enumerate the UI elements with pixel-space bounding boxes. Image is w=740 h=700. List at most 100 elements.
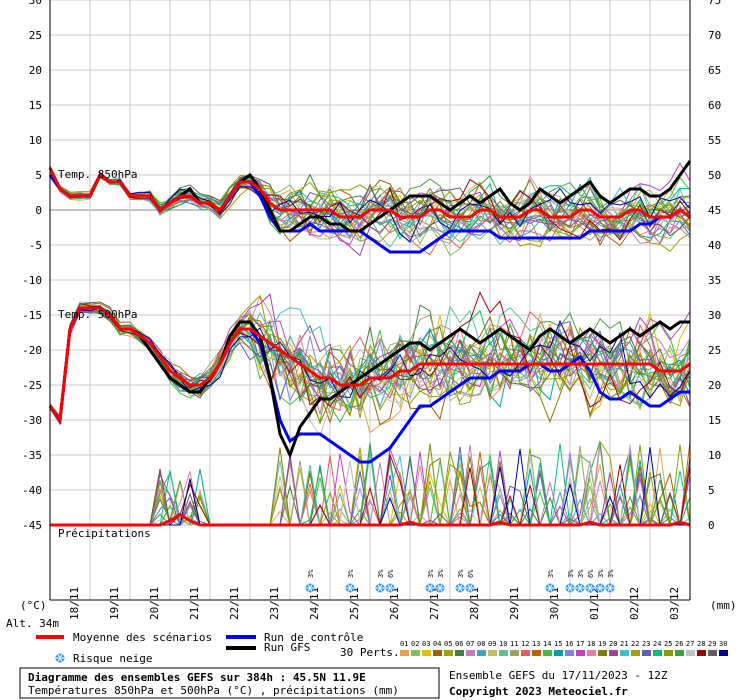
footer-title-box (19, 667, 440, 699)
snow-risk-pct: 3% (567, 569, 575, 578)
perturbation-id: 17 (576, 640, 584, 648)
perturbation-id: 28 (697, 640, 705, 648)
perturbation-id: 04 (433, 640, 441, 648)
section-label-precip: Précipitations (58, 527, 151, 540)
perturbation-id: 30 (719, 640, 727, 648)
snow-risk-pct: 6% (467, 569, 475, 578)
perturbation-precip-line (50, 441, 691, 526)
snow-risk-pct: 3% (437, 569, 445, 578)
right-tick-label: 15 (708, 414, 721, 427)
left-tick-label: -20 (22, 344, 42, 357)
snow-risk-icon (595, 583, 605, 593)
snow-risk-icon (435, 583, 445, 593)
x-tick-label: 23/11 (268, 587, 281, 620)
perturbation-swatch (587, 650, 596, 656)
snow-risk-pct: 3% (377, 569, 385, 578)
perturbation-id: 01 (400, 640, 408, 648)
left-tick-label: -5 (29, 239, 42, 252)
perturbation-swatch (653, 650, 662, 656)
legend-snow-icon (55, 653, 65, 663)
perturbation-id: 27 (686, 640, 694, 648)
perturbation-swatch (499, 650, 508, 656)
legend-snow-label: Risque neige (73, 652, 152, 665)
perturbation-id: 03 (422, 640, 430, 648)
snow-risk-icon (375, 583, 385, 593)
left-tick-label: 25 (29, 29, 42, 42)
x-tick-label: 18/11 (68, 587, 81, 620)
left-tick-label: -35 (22, 449, 42, 462)
perturbation-id: 12 (521, 640, 529, 648)
left-tick-label: -40 (22, 484, 42, 497)
snow-risk-pct: 3% (607, 569, 615, 578)
right-tick-label: 5 (708, 484, 715, 497)
snow-risk-icon (575, 583, 585, 593)
perturbation-swatch (598, 650, 607, 656)
footer-run: Ensemble GEFS du 17/11/2023 - 12Z (449, 669, 668, 682)
snow-risk-icon (465, 583, 475, 593)
snow-risk-pct: 3% (547, 569, 555, 578)
perturbation-id: 13 (532, 640, 540, 648)
perturbation-swatch (686, 650, 695, 656)
left-tick-label: -25 (22, 379, 42, 392)
right-tick-label: 45 (708, 204, 721, 217)
perturbation-id: 18 (587, 640, 595, 648)
perturbation-swatch (609, 650, 618, 656)
snow-risk-pct: 3% (457, 569, 465, 578)
snow-risk-pct: 6% (587, 569, 595, 578)
left-tick-label: 30 (29, 0, 42, 7)
perturbation-id: 15 (554, 640, 562, 648)
right-tick-label: 30 (708, 309, 721, 322)
legend-mean-label: Moyenne des scénarios (73, 631, 212, 644)
x-tick-label: 02/12 (628, 587, 641, 620)
left-tick-label: 0 (35, 204, 42, 217)
snow-risk-icon (425, 583, 435, 593)
x-tick-label: 26/11 (388, 587, 401, 620)
perturbation-swatch (642, 650, 651, 656)
snow-risk-pct: 3% (347, 569, 355, 578)
snow-risk-icon (345, 583, 355, 593)
perturbation-swatch (708, 650, 717, 656)
mean-precip-line (50, 512, 691, 527)
right-tick-label: 40 (708, 239, 721, 252)
perturbation-swatch (620, 650, 629, 656)
series-500-line (48, 306, 691, 425)
perturbation-swatch (477, 650, 486, 656)
perturbation-id: 29 (708, 640, 716, 648)
perturbation-swatch (543, 650, 552, 656)
perturbation-id: 19 (598, 640, 606, 648)
series-850-line (48, 167, 691, 219)
x-tick-label: 19/11 (108, 587, 121, 620)
left-tick-label: -15 (22, 309, 42, 322)
perturbation-swatch (400, 650, 409, 656)
right-tick-label: 20 (708, 379, 721, 392)
snow-risk-pct: 3% (427, 569, 435, 578)
perturbation-500-line (49, 302, 691, 423)
perturbation-swatch (422, 650, 431, 656)
x-tick-label: 27/11 (428, 587, 441, 620)
perturbation-swatch (521, 650, 530, 656)
perturbation-swatch (444, 650, 453, 656)
perturbation-swatch (510, 650, 519, 656)
perturbation-id: 21 (620, 640, 628, 648)
perturbation-swatch (455, 650, 464, 656)
perturbation-swatch (664, 650, 673, 656)
x-tick-label: 24/11 (308, 587, 321, 620)
snow-risk-icon (565, 583, 575, 593)
perturbation-id: 24 (653, 640, 661, 648)
x-tick-label: 22/11 (228, 587, 241, 620)
right-tick-label: 70 (708, 29, 721, 42)
perturbation-id: 07 (466, 640, 474, 648)
legend-perts-label: 30 Perts. (340, 646, 400, 659)
perturbation-swatch (554, 650, 563, 656)
right-axis-unit: (mm) (710, 599, 737, 612)
left-tick-label: -45 (22, 519, 42, 532)
section-label-850: Temp. 850hPa (58, 168, 137, 181)
snow-risk-pct: 3% (307, 569, 315, 578)
perturbation-id: 06 (455, 640, 463, 648)
perturbation-id: 10 (499, 640, 507, 648)
left-tick-label: -10 (22, 274, 42, 287)
perturbation-id: 02 (411, 640, 419, 648)
right-tick-label: 0 (708, 519, 715, 532)
x-tick-label: 25/11 (348, 587, 361, 620)
snow-risk-icon (605, 583, 615, 593)
